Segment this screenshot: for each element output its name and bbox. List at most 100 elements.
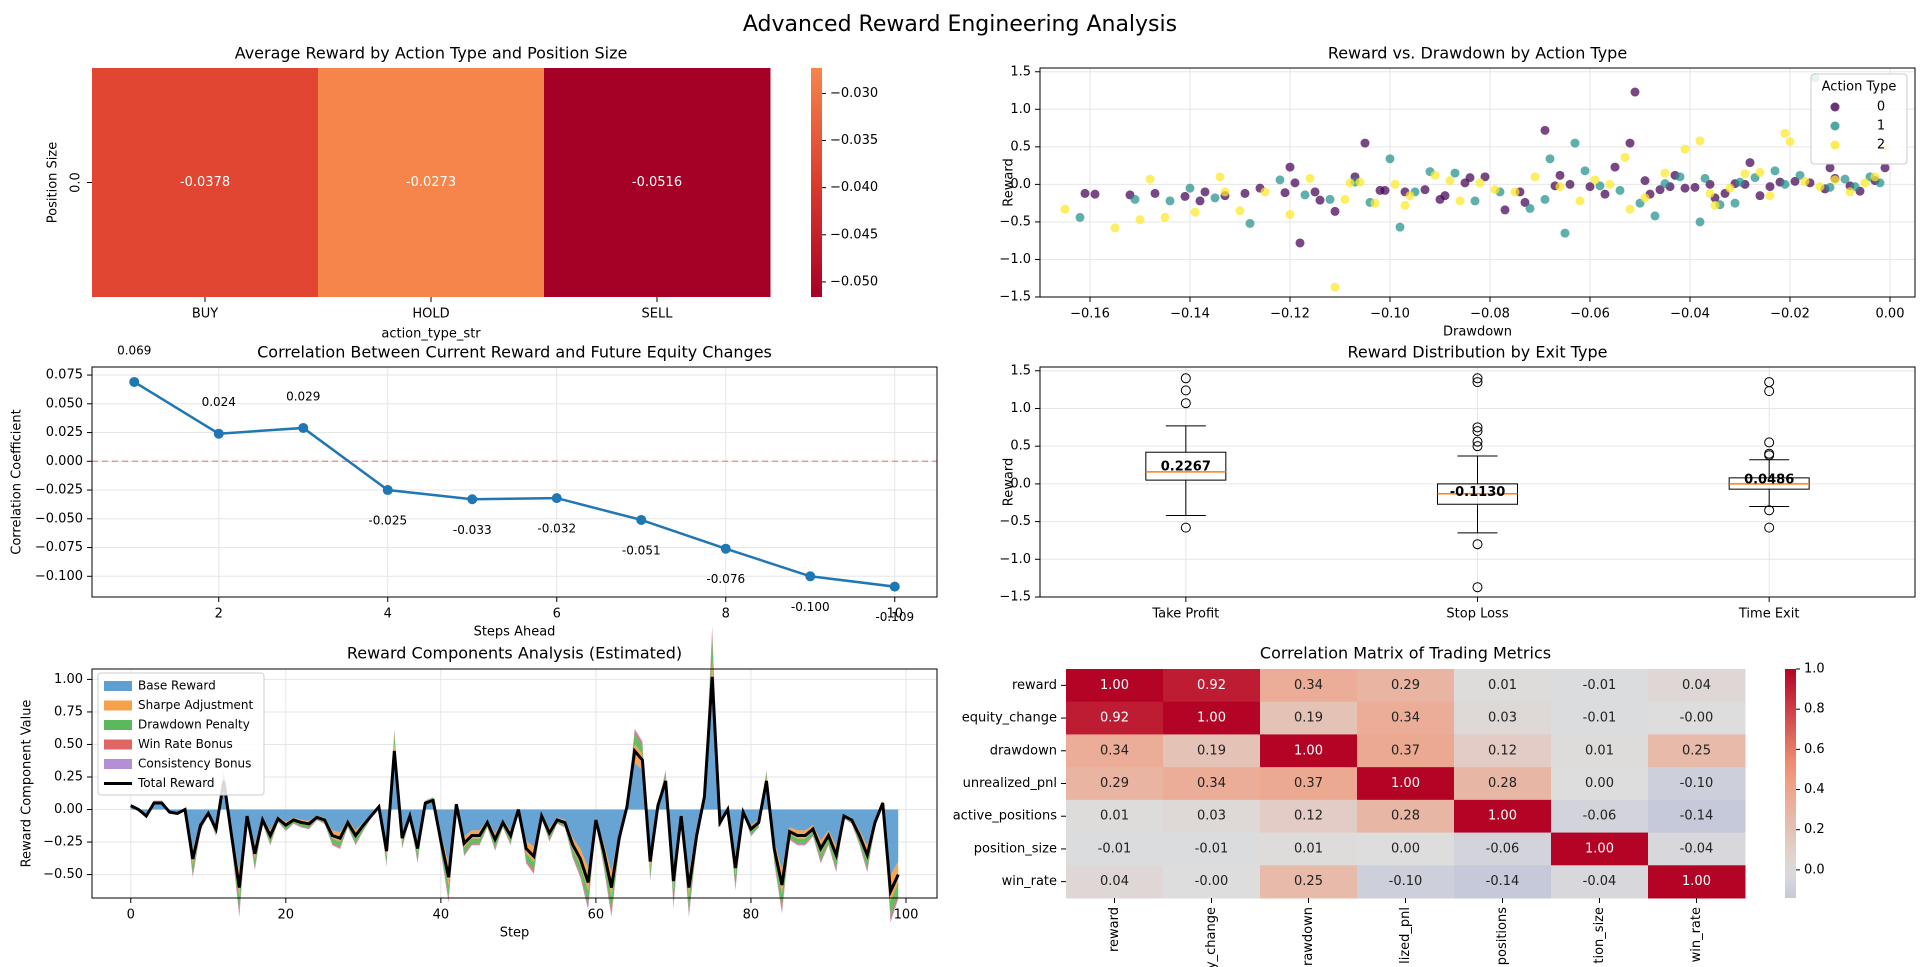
corr-cell-label: -0.04 (1680, 841, 1714, 856)
corr-cell-label: 0.00 (1391, 841, 1420, 856)
box-iqr (1145, 451, 1227, 481)
corr-cell (1163, 832, 1261, 866)
box-outlier (1472, 441, 1483, 452)
scatter-point-action-0 (1655, 185, 1665, 195)
corr-cell (1551, 669, 1649, 703)
scatter-point-action-0 (1600, 189, 1610, 199)
column-label: lized_pnl (1398, 907, 1413, 964)
y-tick-label: −0.5 (999, 214, 1031, 229)
row-label: active_positions (953, 809, 1058, 824)
correlation-point (720, 543, 731, 554)
scatter-point-action-2 (1340, 194, 1350, 204)
x-tick-label: 6 (553, 607, 561, 622)
x-tick-label: −0.02 (1770, 307, 1810, 322)
y-tick-label: −1.5 (999, 590, 1031, 605)
scatter-point-action-0 (1765, 182, 1775, 192)
scatter-point-action-0 (1195, 196, 1205, 206)
y-axis-label: Position Size (46, 142, 61, 223)
scatter-point-action-0 (1705, 179, 1715, 189)
legend-label: 0 (1877, 100, 1885, 115)
legend-label: 2 (1877, 138, 1885, 153)
corr-cell-label: 0.03 (1488, 711, 1517, 726)
scatter-point-action-1 (1730, 198, 1740, 208)
corr-cell (1454, 701, 1552, 735)
corr-cell-label: 0.03 (1197, 809, 1226, 824)
scatter-point-action-2 (1830, 175, 1840, 185)
chart-title: Reward Components Analysis (Estimated) (347, 644, 682, 663)
corr-cell-label: 0.01 (1100, 809, 1129, 824)
scatter-point-action-0 (1200, 187, 1210, 197)
corr-cell-label: 0.29 (1391, 678, 1420, 693)
box-outlier (1764, 437, 1775, 448)
corr-cell (1551, 767, 1649, 801)
legend-label: Consistency Bonus (138, 757, 251, 771)
corr-cell (1357, 832, 1455, 866)
corr-cell (1357, 669, 1455, 703)
correlation-point-label: 0.069 (117, 343, 151, 357)
corr-cell (1357, 865, 1455, 899)
scatter-point-action-2 (1605, 179, 1615, 189)
y-tick-label: −0.25 (43, 835, 83, 850)
box-outlier (1764, 505, 1775, 516)
x-tick-label: −0.04 (1670, 307, 1710, 322)
corr-cell-label: 0.01 (1585, 743, 1614, 758)
scatter-point-action-0 (1330, 206, 1340, 216)
x-tick-label: 20 (278, 908, 295, 923)
legend-marker (104, 720, 132, 730)
scatter-point-action-2 (1285, 209, 1295, 219)
scatter-point-action-1 (1700, 173, 1710, 183)
colorbar-tick-label: −0.040 (830, 180, 878, 195)
scatter-point-action-0 (1825, 163, 1835, 173)
figure-title: Advanced Reward Engineering Analysis (742, 12, 1178, 37)
box-mean-label: 0.2267 (1161, 459, 1211, 474)
corr-cell (1648, 865, 1746, 899)
scatter-point-action-0 (1375, 185, 1385, 195)
corr-cell-label: 0.37 (1294, 776, 1323, 791)
y-tick-label: −1.0 (999, 552, 1031, 567)
y-tick-label: −0.050 (35, 511, 83, 526)
corr-cell (1454, 799, 1552, 834)
colorbar-tick-label: −0.050 (830, 274, 878, 289)
y-tick-label: 0.00 (54, 802, 83, 817)
corr-cell (1163, 701, 1261, 735)
scatter-point-action-1 (1165, 196, 1175, 206)
corr-cell (1551, 799, 1649, 834)
scatter-point-action-0 (1610, 162, 1620, 172)
correlation-point-label: -0.076 (706, 572, 745, 586)
heatmap-cell-label: -0.0378 (180, 175, 230, 190)
legend-marker (104, 700, 132, 711)
scatter-point-action-1 (1875, 178, 1885, 188)
box-outlier (1764, 377, 1775, 388)
chart-title: Average Reward by Action Type and Positi… (235, 44, 628, 63)
y-tick-label: 1.5 (1010, 64, 1031, 79)
x-tick-label: HOLD (412, 307, 449, 322)
scatter-point-action-2 (1680, 144, 1690, 154)
corr-cell (1454, 865, 1552, 899)
corr-cell-label: 0.19 (1197, 743, 1226, 758)
corr-cell-label: 0.12 (1294, 809, 1323, 824)
row-label: win_rate (1002, 874, 1057, 889)
colorbar-tick-label: −0.030 (830, 86, 878, 101)
corr-cell-label: 0.12 (1488, 743, 1517, 758)
corr-cell (1551, 701, 1649, 735)
scatter-point-action-1 (1470, 196, 1480, 206)
x-tick-label: 4 (384, 607, 392, 622)
x-tick-label: 40 (433, 908, 450, 923)
corr-cell (1260, 799, 1358, 834)
scatter-point-action-1 (1395, 222, 1405, 232)
scatter-point-action-2 (1510, 187, 1520, 197)
corr-cell-label: 1.00 (1585, 841, 1614, 856)
scatter-point-action-1 (1075, 212, 1085, 222)
box-outlier (1472, 426, 1483, 437)
scatter-point-action-2 (1215, 172, 1225, 182)
scatter-point-action-2 (1475, 178, 1485, 188)
scatter-point-action-1 (1780, 179, 1790, 189)
scatter-point-action-0 (1080, 188, 1090, 198)
y-tick-label: −0.075 (35, 540, 83, 555)
corr-cell-label: 0.92 (1197, 678, 1226, 693)
x-tick-label: −0.16 (1070, 307, 1110, 322)
box-outlier (1764, 448, 1775, 459)
scatter-point-action-2 (1780, 128, 1790, 138)
scatter-point-action-2 (1800, 176, 1810, 186)
column-label: positions (1495, 907, 1510, 965)
